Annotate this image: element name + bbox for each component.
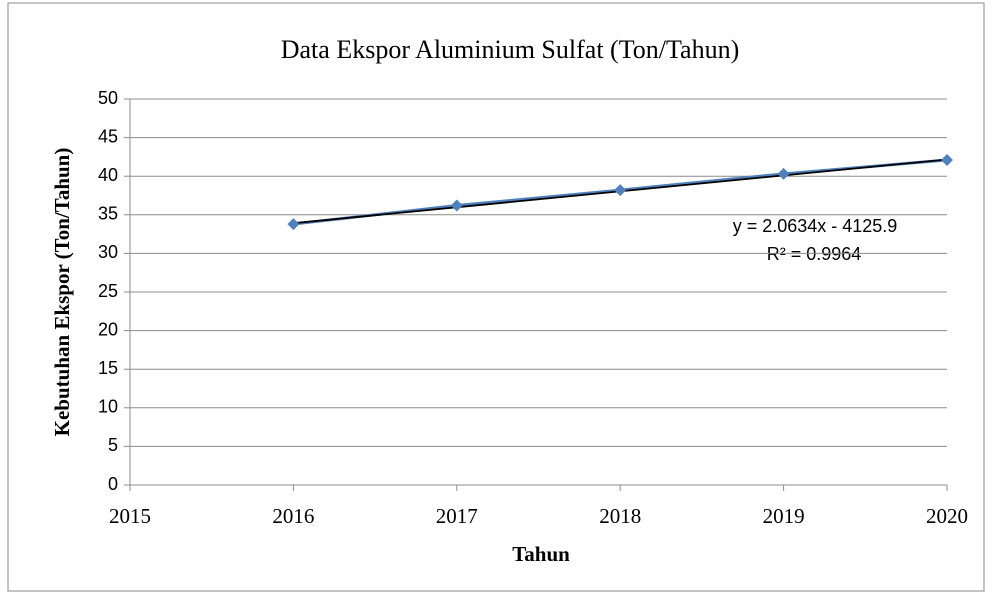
y-tick-label: 35 [98, 204, 118, 224]
chart-title: Data Ekspor Aluminium Sulfat (Ton/Tahun) [281, 35, 740, 64]
y-tick-label: 50 [98, 88, 118, 108]
y-tick-label: 30 [98, 242, 118, 262]
x-tick-label: 2020 [926, 504, 968, 528]
x-tick-label: 2015 [109, 504, 151, 528]
marker [614, 184, 627, 197]
y-axis-title: Kebutuhan Ekspor (Ton/Tahun) [50, 148, 74, 437]
chart-border [7, 2, 985, 592]
marker [287, 218, 300, 231]
x-tick-label: 2016 [272, 504, 314, 528]
y-tick-label: 10 [98, 397, 118, 417]
x-tick-label: 2018 [599, 504, 641, 528]
y-tick-label: 20 [98, 319, 118, 339]
y-tick-label: 25 [98, 281, 118, 301]
x-tick-label: 2019 [763, 504, 805, 528]
marker [941, 153, 953, 166]
marker [777, 167, 790, 180]
trendline-equation: y = 2.0634x - 4125.9 [733, 216, 898, 236]
x-axis-title: Tahun [512, 542, 570, 566]
y-tick-label: 15 [98, 358, 118, 378]
y-tick-label: 45 [98, 126, 118, 146]
y-tick-label: 40 [98, 165, 118, 185]
y-tick-label: 0 [108, 474, 118, 494]
y-tick-label: 5 [108, 435, 118, 455]
x-tick-label: 2017 [436, 504, 478, 528]
marker [450, 199, 463, 212]
